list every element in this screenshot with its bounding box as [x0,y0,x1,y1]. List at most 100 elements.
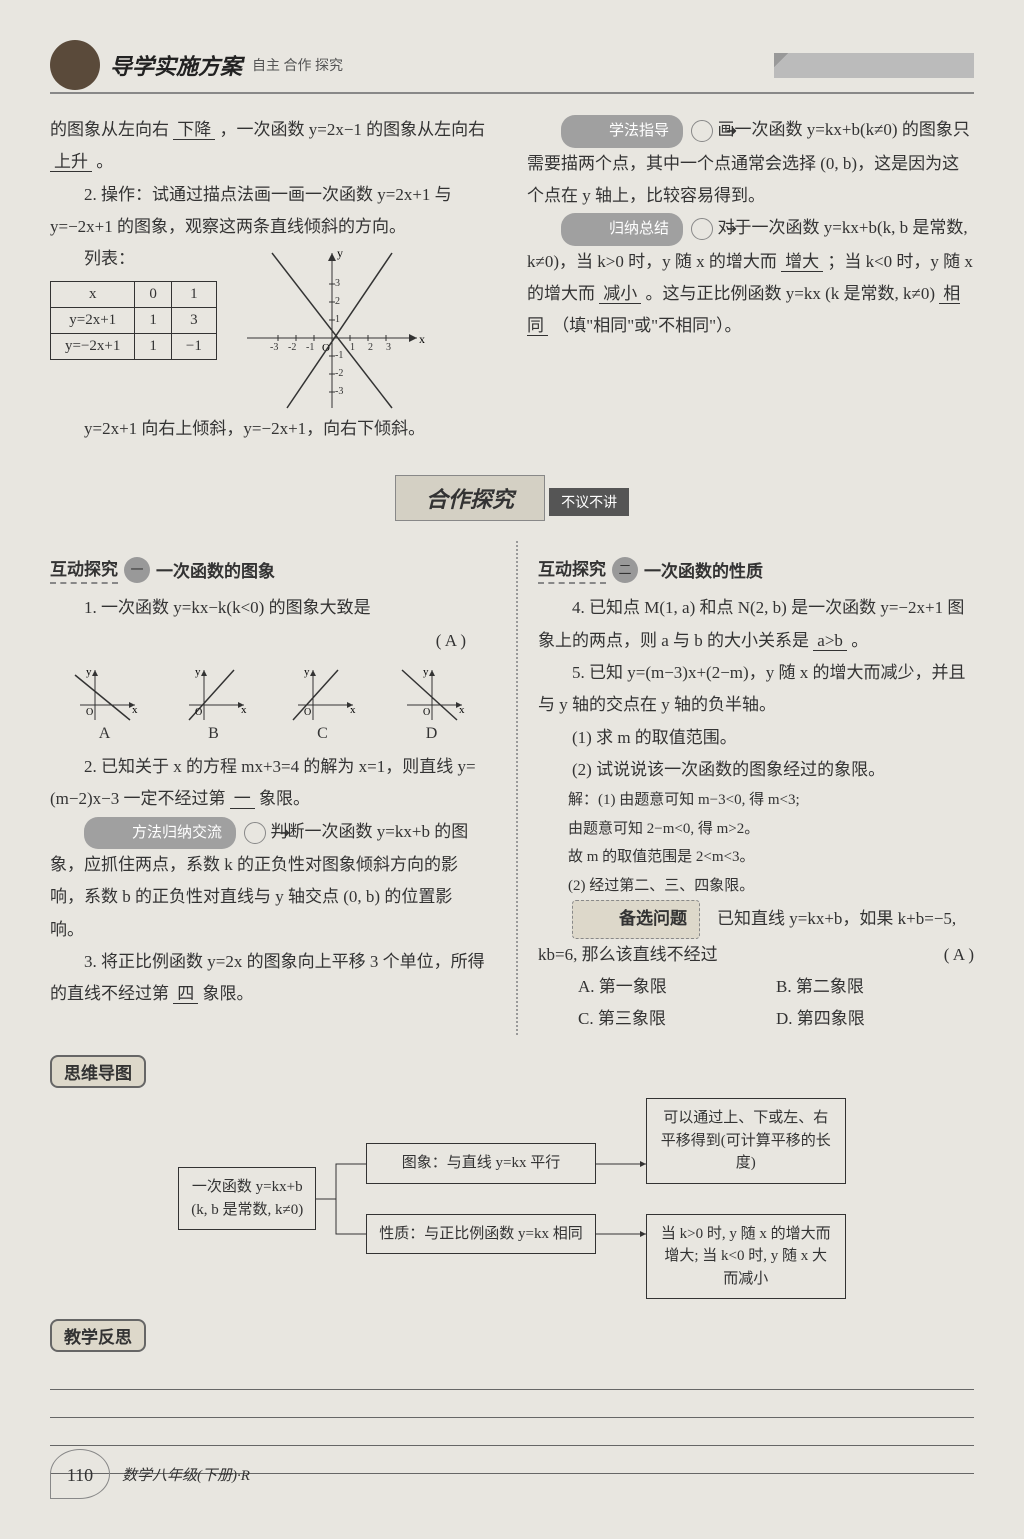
banner-tag: 不议不讲 [549,488,629,516]
opt-c: yxO C [288,665,358,743]
mindmap-head: 思维导图 [50,1055,146,1088]
svg-text:2: 2 [368,342,373,353]
svg-text:2: 2 [335,296,340,307]
opt-ans: ( A ) [910,939,974,971]
blank-1: 下降 [173,120,215,140]
mind-bot1: 性质：与正比例函数 y=kx 相同 [366,1214,595,1255]
opt-a: yxO A [70,665,140,743]
mind-center: 一次函数 y=kx+b (k, b 是常数, k≠0) [178,1167,316,1230]
q4-text: 4. 已知点 M(1, a) 和点 N(2, b) 是一次函数 y=−2x+1 … [538,598,964,649]
cell: −1 [171,334,216,360]
cell: y=−2x+1 [51,334,135,360]
mind-mid-col: 图象：与直线 y=kx 平行 性质：与正比例函数 y=kx 相同 [366,1143,595,1254]
table-block: 列表： x 0 1 y=2x+1 1 3 y=−2x+1 1 [50,243,217,366]
pill-summary: 归纳总结 [561,213,683,246]
svg-text:-3: -3 [270,342,278,353]
text: 象限。 [203,984,254,1003]
svg-text:y: y [195,666,201,678]
sol-4: (2) 经过第二、三、四象限。 [538,872,974,901]
explore-label: 互动探究 [50,555,118,584]
svg-text:O: O [86,707,93,718]
banner-title: 合作探究 [395,475,545,521]
q3: 3. 将正比例函数 y=2x 的图象向上平移 3 个单位，所得的直线不经过第 四… [50,946,486,1011]
sol-2: 由题意可知 2−m<0, 得 m>2。 [538,815,974,844]
para-2: 2. 操作：试通过描点法画一画一次函数 y=2x+1 与 y=−2x+1 的图象… [50,179,497,244]
opt-d-label: D [397,725,467,743]
opt-b: yxO B [179,665,249,743]
q1-options: yxO A yxO B yxO C yxO D [50,665,486,743]
svg-text:1: 1 [350,342,355,353]
text: 。 [851,631,868,650]
opt-choices: A. 第一象限 B. 第二象限 C. 第三象限 D. 第四象限 [538,971,974,1036]
header-stripe [774,53,974,78]
th-x: x [51,282,135,308]
data-table: x 0 1 y=2x+1 1 3 y=−2x+1 1 −1 [50,281,217,360]
q1-answer: ( A ) [50,625,486,657]
arrow-icon: ➜ [691,120,713,142]
svg-text:O: O [304,707,311,718]
text: ，一次函数 y=2x−1 的图象从左向右 [220,120,486,139]
header-title: 导学实施方案 [110,49,242,81]
header-subtitle: 自主 合作 探究 [252,55,343,75]
text: 的图象从左向右 [50,120,169,139]
section-banner: 合作探究 不议不讲 [50,475,974,521]
svg-text:-2: -2 [335,368,343,379]
text: 。 [96,152,113,171]
mindmap-section: 思维导图 [50,1055,974,1088]
svg-text:3: 3 [335,278,340,289]
top-left-col: 的图象从左向右 下降 ，一次函数 y=2x−1 的图象从左向右 上升 。 2. … [50,114,497,445]
th-1: 1 [171,282,216,308]
text: （填"相同"或"不相同"）。 [552,316,741,335]
q1: 1. 一次函数 y=kx−k(k<0) 的图象大致是 [50,592,486,624]
blank-increase: 增大 [781,252,823,272]
pill-method: 学法指导 [561,115,683,148]
connector-icon [316,1144,366,1254]
sol-3: 故 m 的取值范围是 2<m<3。 [538,843,974,872]
q2-blank: 一 [230,789,255,809]
opt-d: yxO D [397,665,467,743]
mind-bot2: 当 k>0 时, y 随 x 的增大而增大; 当 k<0 时, y 随 x 大而… [646,1214,846,1300]
mindmap-diagram: 一次函数 y=kx+b (k, b 是常数, k≠0) 图象：与直线 y=kx … [50,1098,974,1299]
svg-text:O: O [423,707,430,718]
q3-blank: 四 [173,984,198,1004]
svg-text:1: 1 [335,314,340,325]
blank-2: 上升 [50,152,92,172]
explore2-title: 一次函数的性质 [644,557,763,582]
optional-q: 备选问题 已知直线 y=kx+b，如果 k+b=−5, kb=6, 那么该直线不… [538,900,974,971]
opt-a-label: A [70,725,140,743]
explore-right: 互动探究 二 一次函数的性质 4. 已知点 M(1, a) 和点 N(2, b)… [516,541,974,1035]
svg-text:-2: -2 [288,342,296,353]
svg-text:O: O [195,707,202,718]
cell: 1 [135,308,172,334]
optional-head: 备选问题 [572,900,700,938]
svg-text:y: y [337,246,343,260]
explore-section: 互动探究 一 一次函数的图象 1. 一次函数 y=kx−k(k<0) 的图象大致… [50,541,974,1035]
page-footer: 110 数学八年级(下册)·R [50,1449,250,1499]
list-label: 列表： [50,243,217,275]
mind-right-col: 可以通过上、下或左、右平移得到(可计算平移的长度) 当 k>0 时, y 随 x… [646,1098,846,1299]
svg-text:y: y [86,666,92,678]
svg-text:x: x [419,332,425,346]
connector-icon [596,1144,646,1254]
blank-decrease: 减小 [599,284,641,304]
method-guide: 学法指导 ➜ 画一次函数 y=kx+b(k≠0) 的图象只需要描两个点，其中一个… [527,114,974,212]
graph-caption: y=2x+1 向右上倾斜，y=−2x+1，向右下倾斜。 [50,413,497,445]
svg-text:O: O [322,342,330,354]
top-section: 的图象从左向右 下降 ，一次函数 y=2x−1 的图象从左向右 上升 。 2. … [50,114,974,445]
badge-1: 一 [124,557,150,583]
svg-text:y: y [423,666,429,678]
choice-c: C. 第三象限 [578,1003,776,1035]
explore-left: 互动探究 一 一次函数的图象 1. 一次函数 y=kx−k(k<0) 的图象大致… [50,541,486,1035]
th-0: 0 [135,282,172,308]
q5: 5. 已知 y=(m−3)x+(2−m)，y 随 x 的增大而减少，并且与 y … [538,657,974,722]
cell: 3 [171,308,216,334]
q3-text: 3. 将正比例函数 y=2x 的图象向上平移 3 个单位，所得的直线不经过第 [50,952,485,1003]
svg-text:x: x [241,704,247,716]
mind-top1: 图象：与直线 y=kx 平行 [366,1143,595,1184]
logo-icon [50,40,100,90]
q4: 4. 已知点 M(1, a) 和点 N(2, b) 是一次函数 y=−2x+1 … [538,592,974,657]
arrow-icon: ➜ [691,218,713,240]
q5-1: (1) 求 m 的取值范围。 [538,722,974,754]
reflection-head: 教学反思 [50,1319,146,1352]
svg-text:-1: -1 [306,342,314,353]
